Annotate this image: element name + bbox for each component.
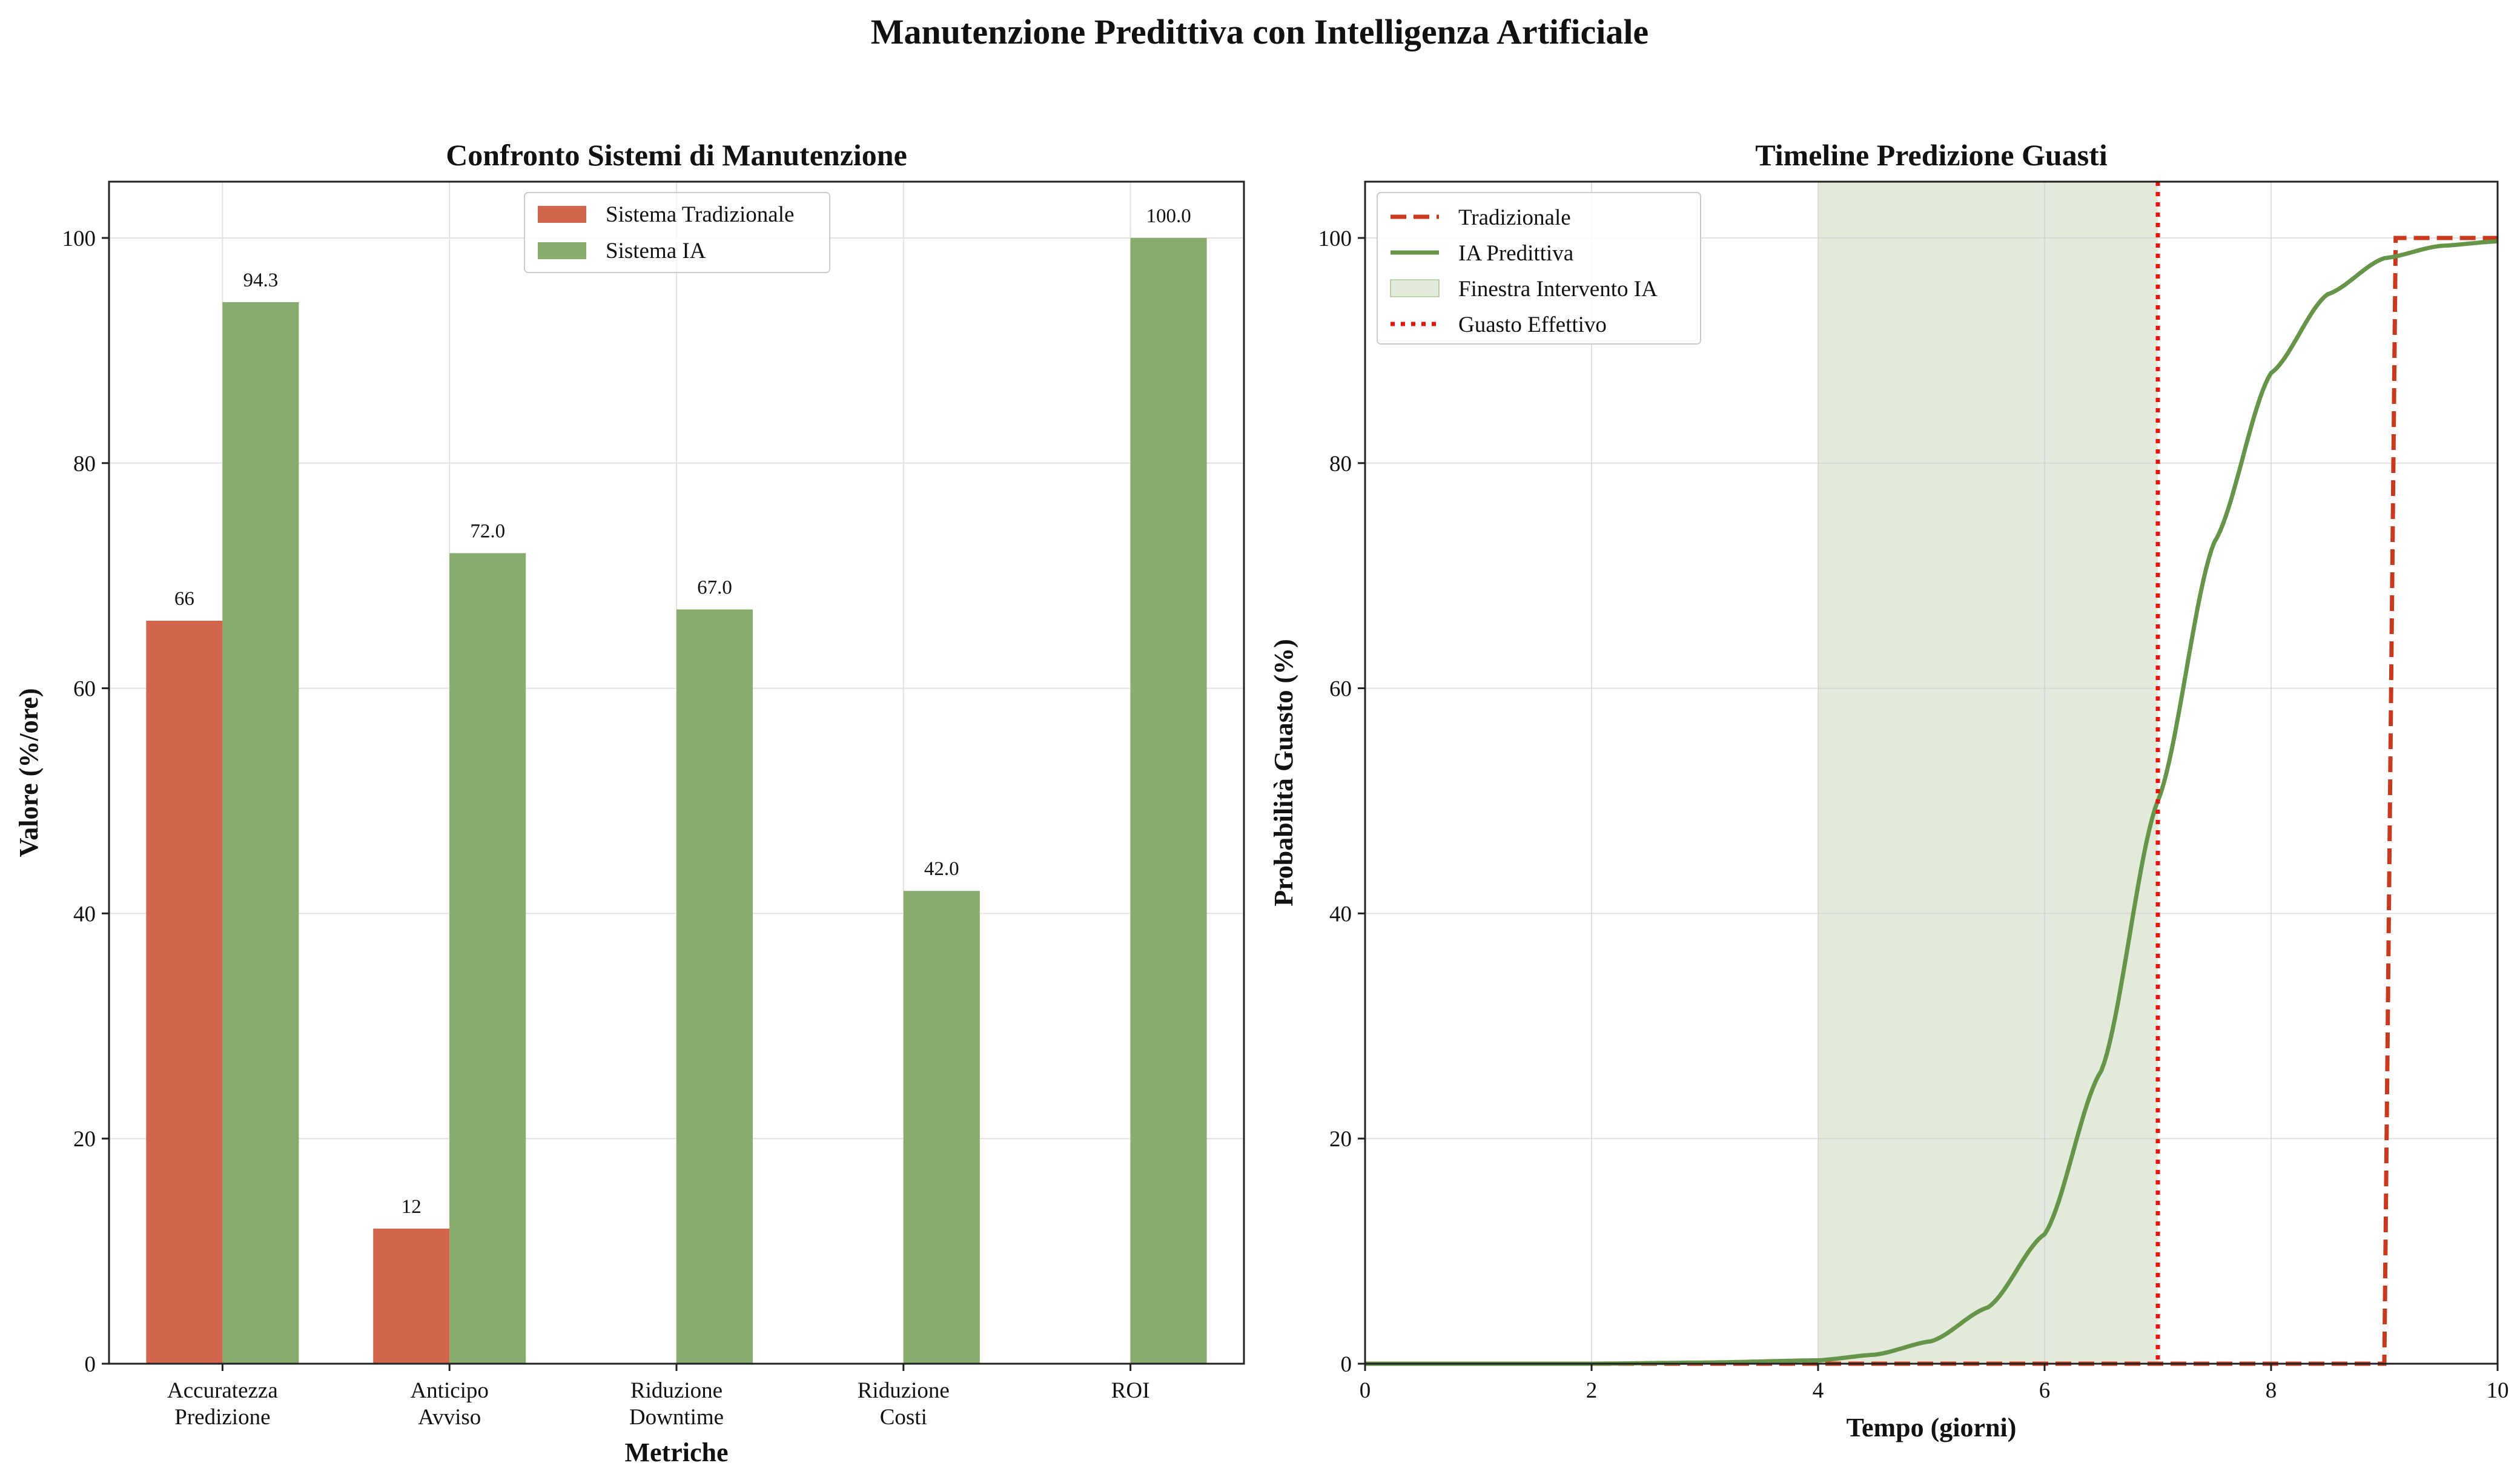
- timeline-shaded-region: [1818, 182, 2158, 1364]
- bar-legend-box: [524, 192, 830, 273]
- bar-value-label: 72.0: [470, 520, 505, 542]
- line-legend-label: Guasto Effettivo: [1458, 312, 1607, 337]
- bar-chart-value-labels: 66 12 94.3 72.0 67.0 42.0 100.0: [174, 205, 1191, 1218]
- bar-legend-label: Sistema IA: [606, 239, 706, 263]
- timeline-chart-legend: Tradizionale IA Predittiva Finestra Interv…: [1377, 192, 1701, 345]
- bar-traditional-0: [146, 621, 223, 1364]
- bar-chart-xlabel: Metriche: [625, 1438, 729, 1467]
- bar-ai-0: [222, 302, 299, 1364]
- bar-chart-legend: Sistema Tradizionale Sistema IA: [524, 192, 830, 273]
- bar-value-label: 12: [402, 1196, 422, 1218]
- bar-value-label: 42.0: [924, 858, 959, 880]
- line-ytick-label: 20: [1329, 1127, 1352, 1152]
- bar-chart-title: Confronto Sistemi di Manutenzione: [446, 138, 907, 172]
- timeline-chart-frame: [1364, 180, 2499, 1365]
- timeline-chart: Timeline Predizione Guasti 0204060801000…: [1269, 138, 2509, 1442]
- bar-ai-4: [1130, 237, 1207, 1364]
- line-xtick-label: 0: [1360, 1378, 1371, 1403]
- bar-chart-ticks: 0 20 40 60 80 100 Accuratezza Predizione Anticip…: [62, 226, 1150, 1430]
- bar-value-label: 66: [174, 588, 194, 610]
- bar-chart-bars: [146, 237, 1207, 1364]
- bar-chart-ylabel: Valore (%/ore): [14, 688, 44, 857]
- bar-chart: Confronto Sistemi di Manutenzione 66 12 94…: [14, 138, 1245, 1467]
- bar-xtick-label: ROI: [1111, 1378, 1150, 1403]
- bar-ytick-label: 0: [85, 1352, 96, 1377]
- line-xtick-label: 4: [1813, 1378, 1824, 1403]
- line-legend-box: [1377, 192, 1701, 345]
- bar-legend-swatch: [538, 206, 586, 223]
- bar-ytick-label: 60: [73, 677, 96, 702]
- bar-ytick-label: 40: [73, 902, 96, 926]
- bar-xtick-label: Accuratezza Predizione: [167, 1378, 278, 1430]
- line-ytick-label: 0: [1341, 1352, 1352, 1377]
- timeline-chart-xlabel: Tempo (giorni): [1847, 1413, 2017, 1442]
- line-xtick-label: 2: [1586, 1378, 1598, 1403]
- bar-xtick-label: Anticipo Avviso: [410, 1378, 488, 1430]
- bar-ytick-label: 100: [62, 226, 96, 251]
- bar-ai-1: [449, 553, 526, 1364]
- bar-traditional-1: [373, 1228, 450, 1364]
- line-xtick-label: 8: [2266, 1378, 2277, 1403]
- bar-ytick-label: 80: [73, 452, 96, 477]
- bar-xtick-label: Riduzione Downtime: [629, 1378, 724, 1430]
- intervention-window: [1818, 182, 2158, 1364]
- bar-value-label: 94.3: [243, 269, 279, 291]
- line-legend-label: Finestra Intervento IA: [1458, 277, 1658, 302]
- line-legend-label: IA Predittiva: [1458, 241, 1573, 266]
- bar-value-label: 100.0: [1146, 205, 1191, 227]
- bar-legend-swatch: [538, 242, 586, 259]
- bar-ai-2: [676, 609, 753, 1364]
- timeline-chart-title: Timeline Predizione Guasti: [1755, 138, 2108, 172]
- bar-xtick-label: Riduzione Costi: [858, 1378, 950, 1430]
- line-legend-label: Tradizionale: [1458, 205, 1571, 230]
- line-legend-swatch: [1390, 279, 1440, 297]
- line-ytick-label: 60: [1329, 677, 1352, 702]
- bar-value-label: 67.0: [697, 576, 732, 598]
- line-ytick-label: 80: [1329, 452, 1352, 477]
- bar-ai-3: [903, 891, 980, 1364]
- line-ytick-label: 40: [1329, 902, 1352, 926]
- line-ytick-label: 100: [1318, 226, 1352, 251]
- line-xtick-label: 6: [2039, 1378, 2051, 1403]
- figure-title: Manutenzione Predittiva con Intelligenza…: [871, 12, 1649, 51]
- timeline-chart-ylabel: Probabilità Guasto (%): [1269, 639, 1298, 907]
- line-xtick-label: 10: [2487, 1378, 2509, 1403]
- timeline-chart-ticks: 0 20 40 60 80 100 0 2 4 6 8 10: [1318, 226, 2509, 1403]
- bar-ytick-label: 20: [73, 1127, 96, 1152]
- bar-legend-label: Sistema Tradizionale: [606, 202, 794, 227]
